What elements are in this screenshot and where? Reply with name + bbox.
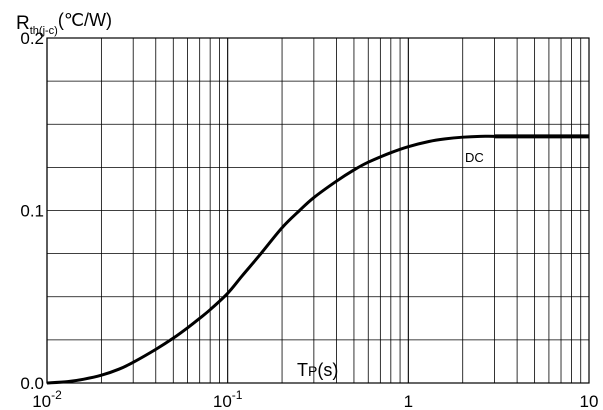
x-tick-label: 10-1	[213, 388, 243, 410]
y-tick-label: 0.1	[20, 202, 44, 221]
y-tick-labels: 0.0 0.1 0.2	[20, 29, 44, 393]
dc-annotation: DC	[465, 150, 484, 165]
x-tick-label: 10-2	[32, 388, 62, 410]
y-tick-label: 0.0	[20, 374, 44, 393]
x-tick-label: 10	[580, 392, 599, 410]
y-axis-label: Rth(j-c)(℃/W)	[16, 10, 112, 37]
y-tick-label: 0.2	[20, 29, 44, 48]
x-tick-labels: 10-2 10-1 1 10	[32, 388, 598, 410]
data-series-line	[46, 134, 589, 385]
plot-frame	[46, 37, 590, 384]
x-axis-label: TP(s)	[297, 360, 338, 380]
x-tick-label: 1	[404, 392, 413, 410]
grid	[46, 38, 589, 383]
